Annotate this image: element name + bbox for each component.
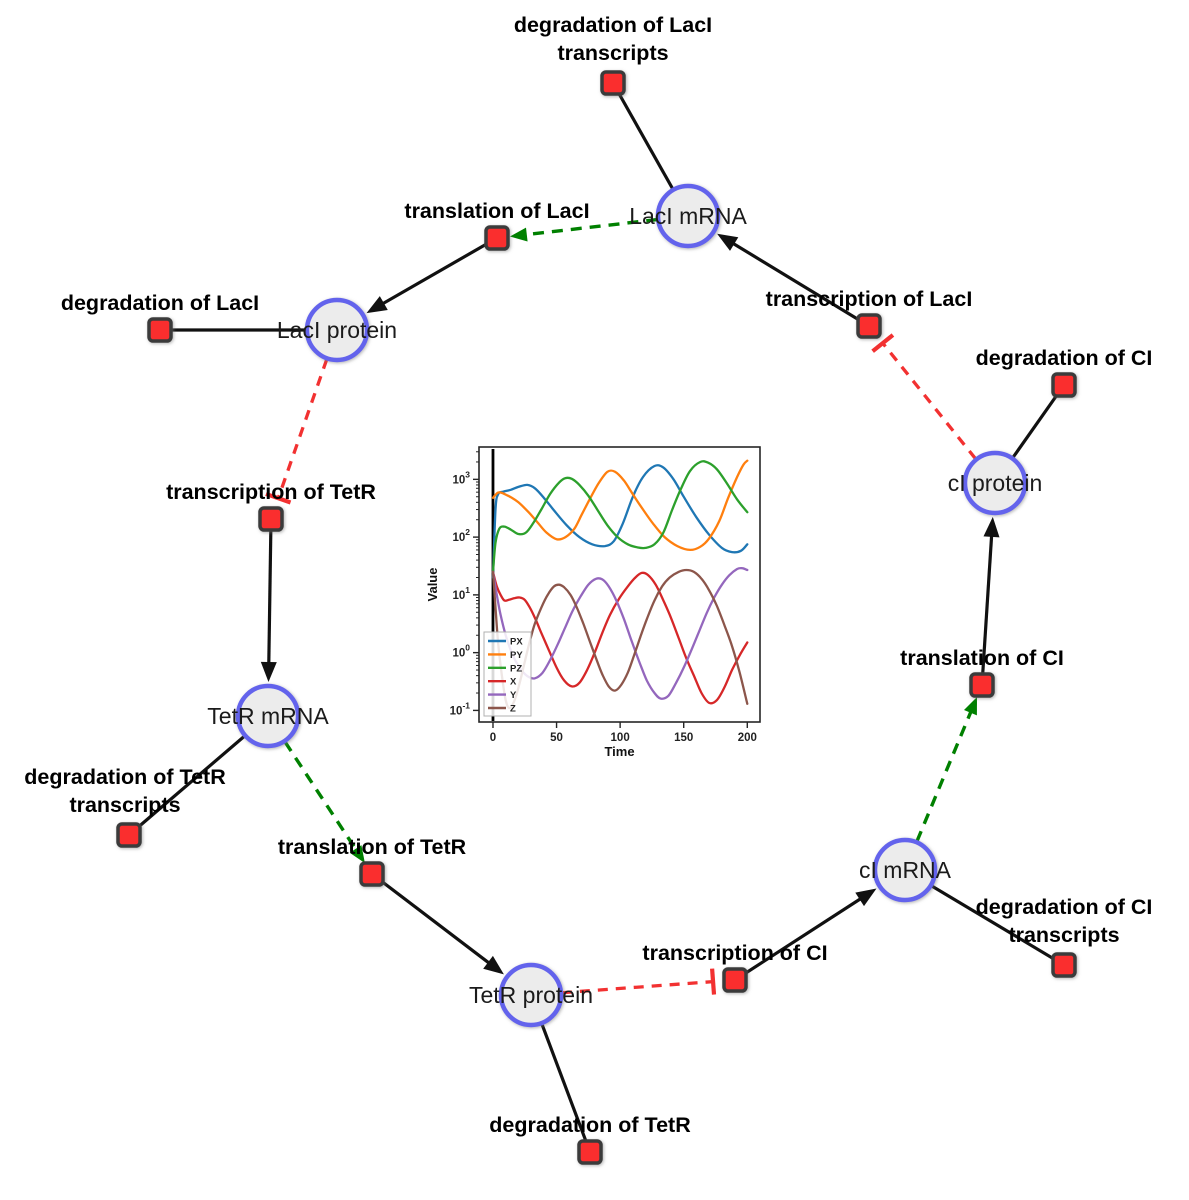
y-tick-label: 100 — [452, 643, 470, 660]
legend-label-Z: Z — [510, 704, 516, 715]
reaction-node-transcription-of-laci[interactable] — [856, 313, 882, 339]
reaction-label-degradation-of-ci-transcripts: transcripts — [1008, 923, 1119, 947]
reaction-label-degradation-of-tetr-transcripts: degradation of TetR — [24, 765, 226, 789]
reaction-label-translation-of-laci: translation of LacI — [404, 199, 589, 223]
species-node-ci-protein[interactable] — [962, 450, 1028, 516]
reaction-label-transcription-of-ci: transcription of CI — [642, 941, 827, 965]
reaction-node-degradation-of-tetr-transcripts[interactable] — [116, 822, 142, 848]
edge-tetr-mrna-translation-of-tetr — [283, 740, 365, 864]
reaction-node-degradation-of-tetr[interactable] — [577, 1139, 603, 1165]
species-label-laci-mrna: LacI mRNA — [629, 203, 747, 229]
species-label-tetr-protein: TetR protein — [469, 982, 593, 1008]
edge-translation-of-tetr-tetr-protein — [371, 872, 504, 975]
edges-layer — [127, 82, 1066, 1153]
species-node-tetr-protein[interactable] — [498, 962, 564, 1028]
reaction-label-transcription-of-laci: transcription of LacI — [766, 287, 973, 311]
arrowhead — [260, 661, 277, 682]
inhibition-tbar — [871, 333, 895, 353]
arrowhead — [483, 955, 504, 975]
y-axis-label: Value — [425, 568, 440, 602]
y-tick-label: 101 — [452, 585, 470, 602]
x-tick-label: 0 — [490, 732, 496, 744]
reaction-label-degradation-of-laci-transcripts: degradation of LacI — [514, 13, 712, 37]
reaction-label-degradation-of-laci: degradation of LacI — [61, 291, 259, 315]
species-node-tetr-mrna[interactable] — [235, 683, 301, 749]
species-label-tetr-mrna: TetR mRNA — [207, 703, 329, 729]
x-tick-label: 100 — [611, 732, 630, 744]
reaction-label-translation-of-tetr: translation of TetR — [278, 835, 467, 859]
species-label-ci-protein: cI protein — [948, 470, 1043, 496]
edge-ci-protein-transcription-of-laci — [871, 333, 977, 460]
x-tick-label: 150 — [674, 732, 693, 744]
reaction-node-degradation-of-ci-transcripts[interactable] — [1051, 952, 1077, 978]
arrowhead — [366, 296, 388, 314]
nodes-layer — [116, 70, 1077, 1165]
arrowhead — [717, 233, 739, 251]
series-PY — [491, 459, 749, 552]
reaction-label-transcription-of-tetr: transcription of TetR — [166, 480, 376, 504]
reaction-node-degradation-of-ci[interactable] — [1051, 372, 1077, 398]
legend-label-Y: Y — [510, 690, 517, 701]
edge-laci-mrna-translation-of-laci — [509, 217, 658, 242]
legend-label-PZ: PZ — [510, 663, 522, 674]
edge-ci-mrna-translation-of-ci — [915, 697, 977, 843]
inhibition-tbar — [710, 968, 717, 995]
y-tick-label: 103 — [452, 469, 470, 486]
inhibition-tbar — [265, 491, 292, 505]
x-axis-label: Time — [604, 744, 634, 759]
series-PZ — [491, 460, 749, 574]
reaction-label-degradation-of-laci-transcripts: transcripts — [557, 41, 668, 65]
edge-transcription-of-ci-ci-mrna — [734, 888, 877, 982]
reaction-label-degradation-of-ci-transcripts: degradation of CI — [976, 895, 1153, 919]
edge-transcription-of-laci-laci-mrna — [717, 233, 870, 328]
species-node-laci-mrna[interactable] — [655, 183, 721, 249]
reaction-node-degradation-of-laci[interactable] — [147, 317, 173, 343]
reaction-label-degradation-of-ci: degradation of CI — [976, 346, 1153, 370]
arrowhead — [509, 227, 528, 242]
reaction-node-translation-of-laci[interactable] — [484, 225, 510, 251]
timeseries-plot: 10-1 100 101 102 103 0 50 100 150 200 Time Value PX P… — [425, 446, 761, 759]
edge-translation-of-ci-ci-protein — [980, 516, 1000, 686]
edge-laci-protein-transcription-of-tetr — [265, 358, 329, 505]
species-node-laci-protein[interactable] — [304, 297, 370, 363]
x-tick-label: 50 — [550, 732, 563, 744]
legend-label-PX: PX — [510, 637, 523, 648]
species-node-ci-mrna[interactable] — [872, 837, 938, 903]
reaction-node-transcription-of-tetr[interactable] — [258, 506, 284, 532]
species-label-ci-mrna: cI mRNA — [859, 857, 952, 883]
x-tick-label: 200 — [738, 732, 757, 744]
legend-label-X: X — [510, 677, 517, 688]
legend-label-PY: PY — [510, 650, 523, 661]
series-PX — [491, 464, 749, 579]
arrowhead — [964, 697, 977, 716]
arrowhead — [349, 845, 365, 864]
edge-transcription-of-tetr-tetr-mrna — [260, 518, 277, 682]
reaction-label-degradation-of-tetr-transcripts: transcripts — [69, 793, 180, 817]
reaction-node-transcription-of-ci[interactable] — [722, 967, 748, 993]
species-label-laci-protein: LacI protein — [277, 317, 397, 343]
reaction-node-degradation-of-laci-transcripts[interactable] — [600, 70, 626, 96]
y-tick-label: 10-1 — [450, 700, 471, 717]
labels-layer: LacI mRNA LacI protein TetR mRNA TetR prote… — [24, 13, 1152, 1137]
y-tick-label: 102 — [452, 527, 470, 544]
arrowhead — [855, 888, 877, 907]
reaction-label-translation-of-ci: translation of CI — [900, 646, 1064, 670]
reaction-node-translation-of-ci[interactable] — [969, 672, 995, 698]
edge-tetr-protein-transcription-of-ci — [561, 968, 717, 995]
reaction-node-translation-of-tetr[interactable] — [359, 861, 385, 887]
legend-box — [483, 631, 532, 717]
reaction-label-degradation-of-tetr: degradation of TetR — [489, 1113, 691, 1137]
arrowhead — [983, 516, 1000, 538]
edge-translation-of-laci-laci-protein — [366, 236, 498, 314]
series-X — [491, 570, 749, 705]
